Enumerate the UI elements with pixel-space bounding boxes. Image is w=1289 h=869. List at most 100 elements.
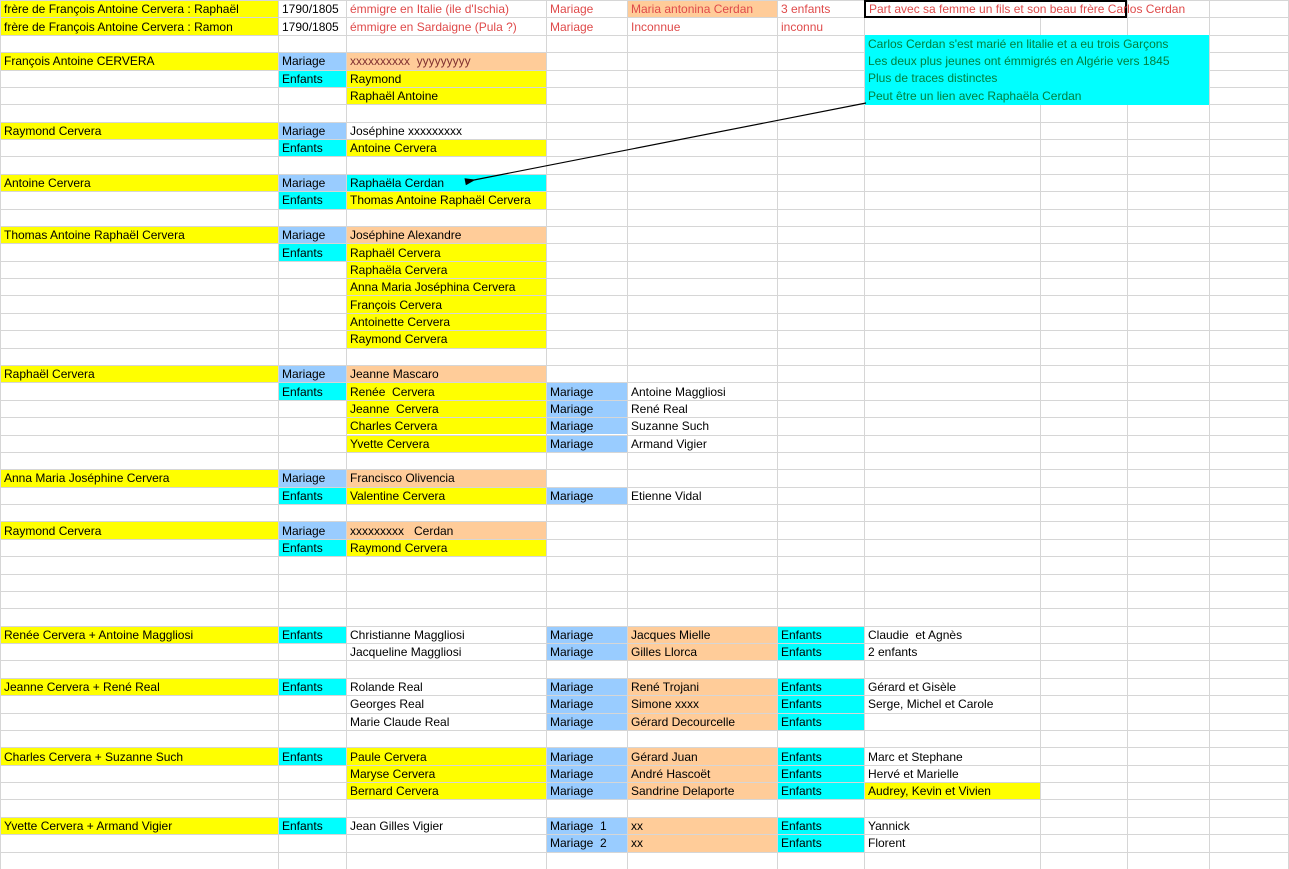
cell-37-D[interactable]: Mariage bbox=[547, 644, 627, 661]
cell-13-B[interactable]: Mariage bbox=[279, 226, 346, 244]
cell-15-C[interactable]: Raphaëla Cervera bbox=[347, 261, 546, 279]
cell-37-E[interactable]: Gilles Llorca bbox=[628, 644, 777, 661]
cell-47-E[interactable]: xx bbox=[628, 817, 777, 835]
cell-21-C[interactable]: Jeanne Mascaro bbox=[347, 365, 546, 383]
cell-3-A[interactable]: François Antoine CERVERA bbox=[1, 53, 278, 70]
cell-23-E[interactable]: René Real bbox=[631, 401, 688, 416]
cell-0-F[interactable]: 3 enfants bbox=[781, 2, 831, 17]
cell-43-F[interactable]: Enfants bbox=[778, 748, 864, 765]
cell-4-B[interactable]: Enfants bbox=[279, 70, 346, 87]
cell-27-C[interactable]: Francisco Olivencia bbox=[347, 470, 546, 487]
cell-31-C[interactable]: Raymond Cervera bbox=[347, 539, 546, 557]
cell-0-E[interactable]: Maria antonina Cerdan bbox=[628, 1, 777, 18]
cell-39-E[interactable]: René Trojani bbox=[628, 678, 777, 696]
note-line[interactable]: Plus de traces distinctes bbox=[865, 69, 1209, 88]
cell-44-E[interactable]: André Hascoët bbox=[628, 765, 777, 783]
cell-37-C[interactable]: Jacqueline Maggliosi bbox=[350, 645, 462, 660]
cell-47-F[interactable]: Enfants bbox=[778, 817, 864, 835]
cell-30-A[interactable]: Raymond Cervera bbox=[1, 522, 278, 539]
cell-3-B[interactable]: Mariage bbox=[279, 53, 346, 70]
cell-1-D[interactable]: Mariage bbox=[550, 19, 594, 34]
cell-0-D[interactable]: Mariage bbox=[550, 2, 594, 17]
cell-1-C[interactable]: émmigre en Sardaigne (Pula ?) bbox=[350, 19, 517, 34]
cell-23-C[interactable]: Jeanne Cervera bbox=[347, 400, 546, 418]
cell-37-F[interactable]: Enfants bbox=[778, 644, 864, 661]
cell-48-E[interactable]: xx bbox=[628, 835, 777, 852]
cell-44-G[interactable]: Hervé et Marielle bbox=[868, 766, 959, 781]
cell-43-C[interactable]: Paule Cervera bbox=[347, 748, 546, 765]
cell-47-D[interactable]: Mariage 1 bbox=[547, 817, 627, 835]
cell-45-F[interactable]: Enfants bbox=[778, 783, 864, 800]
cell-17-C[interactable]: François Cervera bbox=[347, 296, 546, 313]
cell-25-D[interactable]: Mariage bbox=[547, 435, 627, 452]
cell-30-B[interactable]: Mariage bbox=[279, 522, 346, 539]
cell-40-D[interactable]: Mariage bbox=[547, 696, 627, 713]
cell-25-C[interactable]: Yvette Cervera bbox=[347, 435, 546, 452]
cell-7-A[interactable]: Raymond Cervera bbox=[1, 122, 278, 140]
note-line[interactable]: Carlos Cerdan s'est marié en litalie et … bbox=[865, 34, 1209, 53]
cell-8-C[interactable]: Antoine Cervera bbox=[347, 140, 546, 157]
cell-36-C[interactable]: Christianne Maggliosi bbox=[350, 627, 465, 642]
cell-36-G[interactable]: Claudie et Agnès bbox=[868, 627, 963, 642]
cell-0-A[interactable]: frère de François Antoine Cervera : Raph… bbox=[1, 1, 278, 18]
cell-13-A[interactable]: Thomas Antoine Raphaël Cervera bbox=[1, 226, 278, 244]
cell-41-E[interactable]: Gérard Decourcelle bbox=[628, 713, 777, 730]
cell-24-D[interactable]: Mariage bbox=[547, 418, 627, 435]
boxed-annotation-cell[interactable]: Part avec sa femme un fils et son beau f… bbox=[864, 0, 1185, 19]
cell-7-B[interactable]: Mariage bbox=[279, 122, 346, 140]
cell-39-D[interactable]: Mariage bbox=[547, 678, 627, 696]
cell-41-D[interactable]: Mariage bbox=[547, 713, 627, 730]
cell-10-A[interactable]: Antoine Cervera bbox=[1, 174, 278, 192]
cell-43-G[interactable]: Marc et Stephane bbox=[868, 749, 963, 764]
cell-48-F[interactable]: Enfants bbox=[778, 835, 864, 852]
cell-0-C[interactable]: émmigre en Italie (ile d'Ischia) bbox=[350, 2, 510, 17]
cell-40-E[interactable]: Simone xxxx bbox=[628, 696, 777, 713]
cell-28-C[interactable]: Valentine Cervera bbox=[347, 487, 546, 504]
cell-14-B[interactable]: Enfants bbox=[279, 244, 346, 261]
cell-21-A[interactable]: Raphaël Cervera bbox=[1, 365, 278, 383]
cell-45-C[interactable]: Bernard Cervera bbox=[347, 783, 546, 800]
cell-11-C[interactable]: Thomas Antoine Raphaël Cervera bbox=[347, 192, 546, 209]
cell-1-E[interactable]: Inconnue bbox=[631, 19, 681, 34]
cell-43-B[interactable]: Enfants bbox=[279, 748, 346, 765]
cell-47-A[interactable]: Yvette Cervera + Armand Vigier bbox=[1, 817, 278, 835]
cell-23-D[interactable]: Mariage bbox=[547, 400, 627, 418]
note-line[interactable]: Peut être un lien avec Raphaëla Cerdan bbox=[865, 86, 1209, 105]
cell-36-E[interactable]: Jacques Mielle bbox=[628, 626, 777, 644]
cell-48-D[interactable]: Mariage 2 bbox=[547, 835, 627, 852]
cell-36-A[interactable]: Renée Cervera + Antoine Maggliosi bbox=[1, 626, 278, 644]
cell-28-E[interactable]: Etienne Vidal bbox=[631, 488, 702, 503]
cell-10-C[interactable]: Raphaëla Cerdan bbox=[347, 174, 546, 192]
cell-44-F[interactable]: Enfants bbox=[778, 765, 864, 783]
cell-24-E[interactable]: Suzanne Such bbox=[631, 419, 710, 434]
cell-44-C[interactable]: Maryse Cervera bbox=[347, 765, 546, 783]
cell-48-G[interactable]: Florent bbox=[868, 836, 906, 851]
cell-1-F[interactable]: inconnu bbox=[781, 19, 824, 34]
cell-11-B[interactable]: Enfants bbox=[279, 192, 346, 209]
cell-21-B[interactable]: Mariage bbox=[279, 365, 346, 383]
cell-43-D[interactable]: Mariage bbox=[547, 748, 627, 765]
cell-28-D[interactable]: Mariage bbox=[547, 487, 627, 504]
cell-1-A[interactable]: frère de François Antoine Cervera : Ramo… bbox=[1, 18, 278, 35]
cell-7-C[interactable]: Joséphine xxxxxxxxx bbox=[350, 123, 463, 138]
cell-36-B[interactable]: Enfants bbox=[279, 626, 346, 644]
cell-14-C[interactable]: Raphaël Cervera bbox=[347, 244, 546, 261]
cell-4-C[interactable]: Raymond bbox=[347, 70, 546, 87]
cell-24-C[interactable]: Charles Cervera bbox=[347, 418, 546, 435]
cell-40-F[interactable]: Enfants bbox=[778, 696, 864, 713]
cell-30-C[interactable]: xxxxxxxxx Cerdan bbox=[347, 522, 546, 539]
cell-1-B[interactable]: 1790/1805 bbox=[282, 19, 339, 34]
cell-39-G[interactable]: Gérard et Gisèle bbox=[868, 680, 957, 694]
cell-37-G[interactable]: 2 enfants bbox=[868, 645, 918, 660]
cell-16-C[interactable]: Anna Maria Joséphina Cervera bbox=[347, 279, 546, 296]
cell-31-B[interactable]: Enfants bbox=[279, 539, 346, 557]
cell-47-B[interactable]: Enfants bbox=[279, 817, 346, 835]
cell-8-B[interactable]: Enfants bbox=[279, 140, 346, 157]
cell-3-C[interactable]: xxxxxxxxxx yyyyyyyyy bbox=[347, 53, 546, 70]
cell-10-B[interactable]: Mariage bbox=[279, 174, 346, 192]
note-line[interactable]: Les deux plus jeunes ont émmigrés en Alg… bbox=[865, 52, 1209, 70]
cell-47-G[interactable]: Yannick bbox=[868, 819, 910, 834]
cell-0-B[interactable]: 1790/1805 bbox=[282, 2, 339, 17]
cell-40-C[interactable]: Georges Real bbox=[350, 697, 425, 712]
cell-13-C[interactable]: Joséphine Alexandre bbox=[347, 226, 546, 244]
